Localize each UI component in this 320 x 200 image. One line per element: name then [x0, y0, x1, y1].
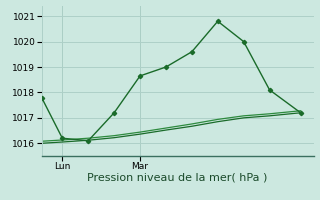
X-axis label: Pression niveau de la mer( hPa ): Pression niveau de la mer( hPa )	[87, 173, 268, 183]
